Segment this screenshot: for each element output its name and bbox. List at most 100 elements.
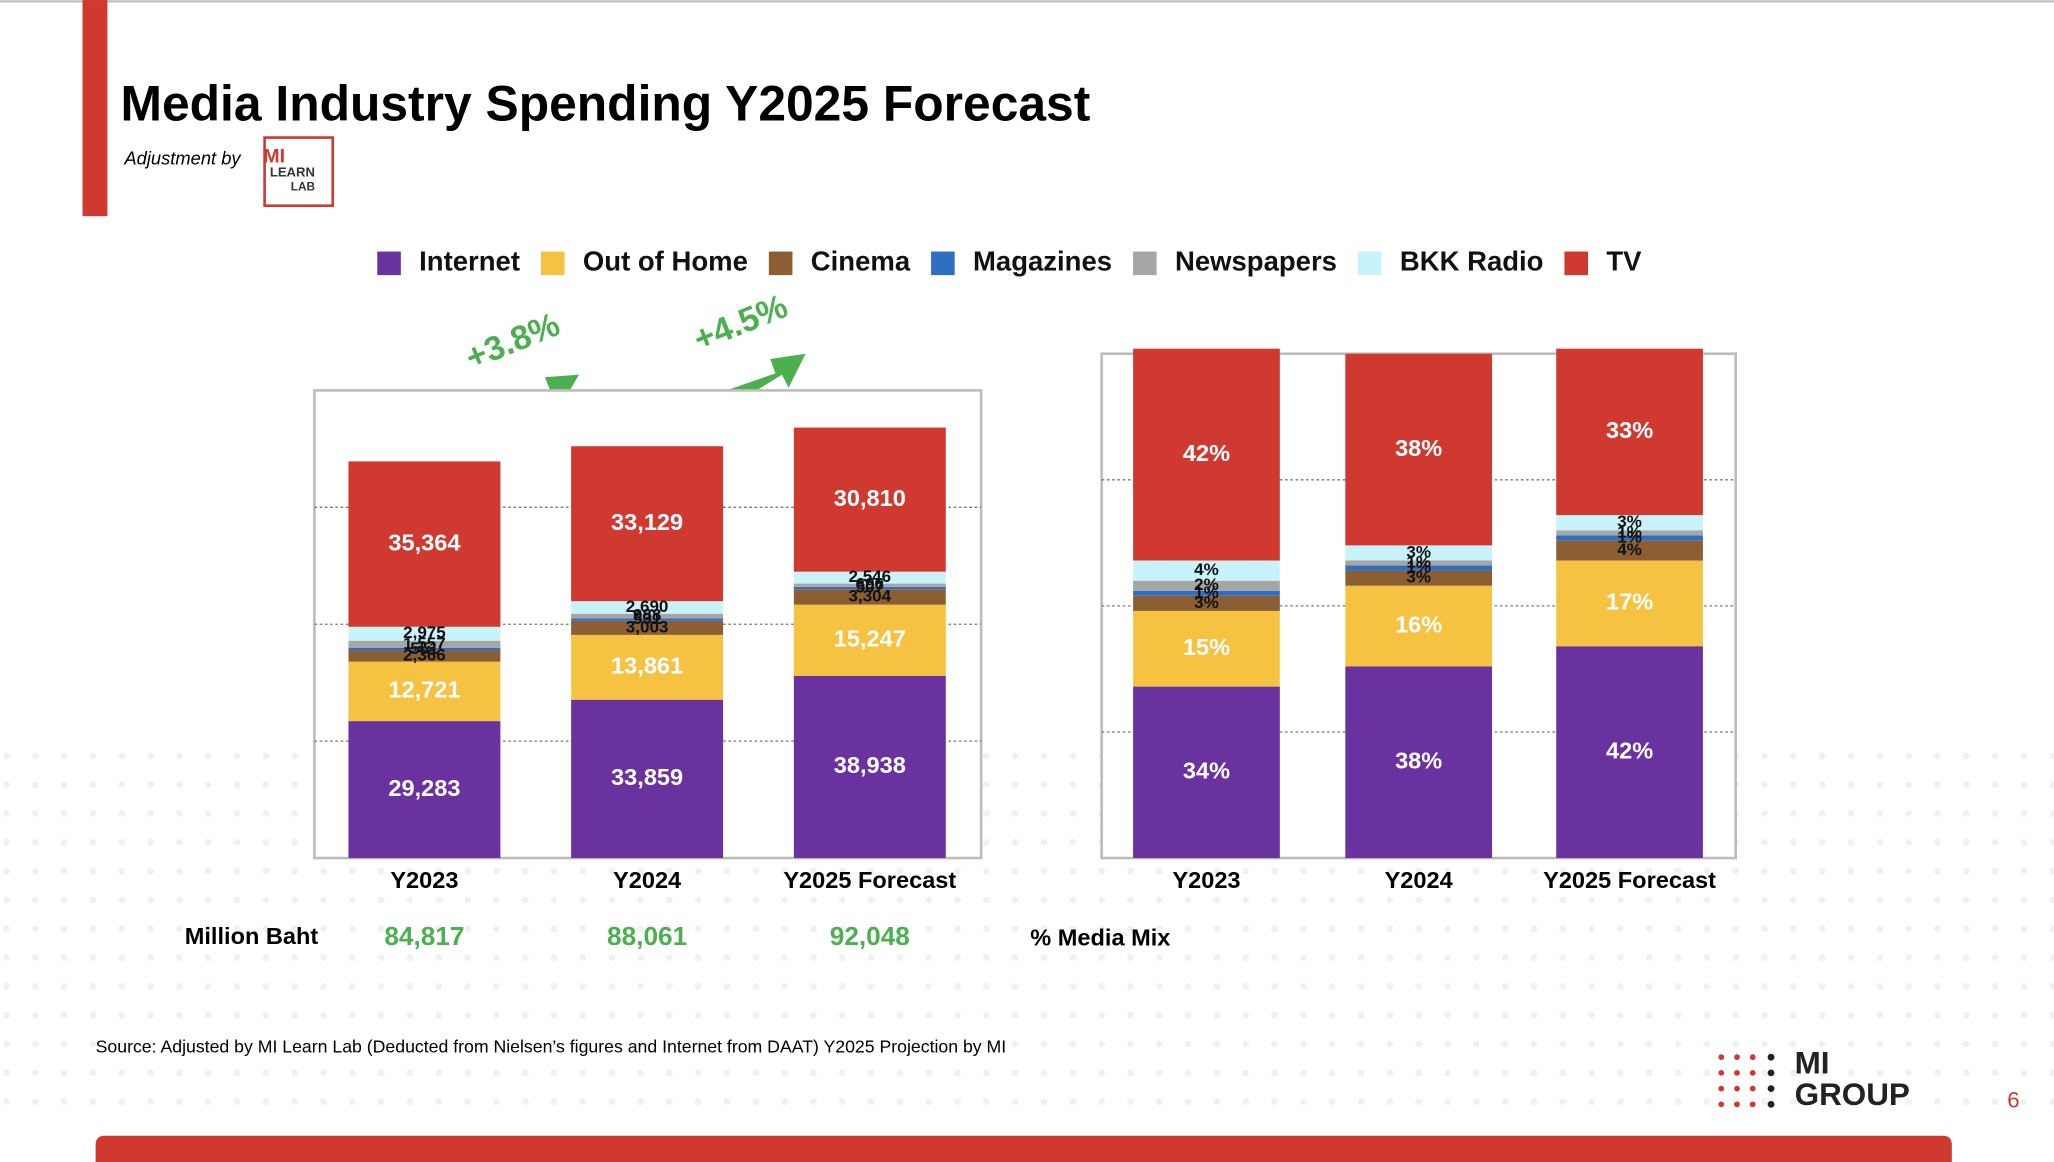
data-label: 15% (1183, 634, 1230, 660)
bar-segment (1133, 595, 1280, 611)
data-label: 16% (1395, 611, 1442, 637)
bar-segment (348, 721, 501, 859)
slide-title: Media Industry Spending Y2025 Forecast (121, 76, 1091, 132)
bar-segment (1345, 353, 1493, 546)
chart: 34%15%3%1%2%4%42%Y202338%16%3%1%1%3%38%Y… (1100, 348, 1737, 893)
data-label: 13,861 (611, 653, 683, 679)
bar-segment (793, 427, 946, 572)
x-tick-label: Y2024 (613, 867, 681, 893)
data-label: 33,859 (611, 764, 683, 790)
chart-note: % Media Mix (1030, 924, 1170, 950)
bar-segment (1345, 666, 1493, 859)
brand-text: MI (1795, 1045, 1830, 1080)
mi-group-logo: MI GROUP (1718, 1045, 1910, 1112)
legend-swatch (1357, 251, 1382, 276)
legend-label: Magazines (973, 246, 1112, 277)
bar-segment (793, 571, 946, 584)
data-label: 3% (1617, 512, 1642, 531)
subtitle: Adjustment by (123, 148, 242, 169)
data-label: 12,721 (388, 677, 460, 703)
legend-label: TV (1606, 246, 1642, 277)
legend-label: Newspapers (1175, 246, 1337, 277)
x-tick-label: Y2025 Forecast (783, 867, 956, 893)
x-tick-label: Y2024 (1385, 867, 1453, 893)
legend: Internet Out of Home Cinema Magazines Newspa… (377, 246, 1642, 277)
data-label: 38,938 (834, 752, 906, 778)
growth-annotation: +3.8% (460, 306, 565, 378)
page-number: 6 (2007, 1088, 2019, 1113)
bar-segment (1556, 515, 1703, 531)
bar-segment (571, 618, 724, 621)
total-label: 84,817 (384, 921, 464, 951)
data-label: 38% (1395, 747, 1442, 773)
data-label: 15,247 (834, 626, 906, 652)
bar-segment (793, 589, 946, 605)
header-accent (82, 0, 108, 217)
data-label: 3,003 (626, 617, 669, 636)
bar-segment (571, 620, 724, 635)
data-label: 696 (856, 575, 884, 594)
data-label: 42% (1606, 737, 1653, 763)
bar-segment (1556, 535, 1703, 541)
data-label: 988 (633, 606, 661, 625)
bar-segment (1556, 540, 1703, 561)
bar-segment (793, 675, 946, 859)
x-tick-label: Y2025 Forecast (1543, 867, 1716, 893)
bar-segment (1133, 590, 1280, 596)
data-label: 2,366 (403, 646, 446, 665)
bar-segment (348, 461, 501, 627)
bar-segment (571, 634, 724, 700)
bar-segment (1345, 565, 1493, 571)
bar-segment (348, 640, 501, 648)
legend-swatch (1564, 251, 1589, 276)
data-label: 42% (1183, 440, 1230, 466)
data-label: 34% (1183, 758, 1230, 784)
bar-segment (793, 583, 946, 587)
legend-label: Cinema (811, 246, 911, 277)
bar-segment (1556, 348, 1703, 516)
data-label: 30,810 (834, 485, 906, 511)
logo-frame (263, 136, 335, 208)
total-label: 92,048 (830, 921, 910, 951)
data-label: 1,557 (403, 634, 446, 653)
data-label: 2% (1194, 575, 1219, 594)
data-label: 1% (1406, 553, 1431, 572)
total-label: 88,061 (607, 921, 687, 951)
data-label: 531 (633, 609, 661, 628)
data-label: 29,283 (388, 775, 460, 801)
data-label: 551 (410, 639, 438, 658)
data-label: 33% (1606, 417, 1653, 443)
bar-segment (348, 647, 501, 651)
bar-segment (1133, 686, 1280, 859)
totals-title: Million Baht (185, 923, 319, 949)
brand-text: GROUP (1795, 1077, 1910, 1112)
data-label: 17% (1606, 589, 1653, 615)
x-tick-label: Y2023 (1172, 867, 1240, 893)
bar-segment (571, 601, 724, 614)
bar-segment (348, 650, 501, 662)
legend-swatch (540, 251, 565, 276)
legend-swatch (768, 251, 793, 276)
logo-text: MI (263, 145, 285, 167)
legend-swatch (377, 251, 401, 276)
bar-segment (571, 613, 724, 619)
bar-segment (1556, 646, 1703, 859)
legend-swatch (1133, 251, 1157, 276)
bar-segment (348, 661, 501, 722)
data-label: 1% (1194, 583, 1219, 602)
logo-text: LEARN (270, 164, 315, 179)
bar-segment (1133, 610, 1280, 687)
x-tick-label: Y2023 (390, 867, 458, 893)
data-label: 507 (856, 578, 884, 597)
bar-segment (1345, 585, 1493, 667)
logo-text: LAB (291, 180, 315, 193)
data-label: 1% (1617, 522, 1642, 541)
bar-segment (1345, 545, 1493, 561)
bar-segment (793, 586, 946, 590)
bar-segment (1345, 560, 1493, 566)
bar-segment (1345, 570, 1493, 586)
legend-label: BKK Radio (1400, 246, 1544, 277)
source-note: Source: Adjusted by MI Learn Lab (Deduct… (96, 1037, 1007, 1057)
